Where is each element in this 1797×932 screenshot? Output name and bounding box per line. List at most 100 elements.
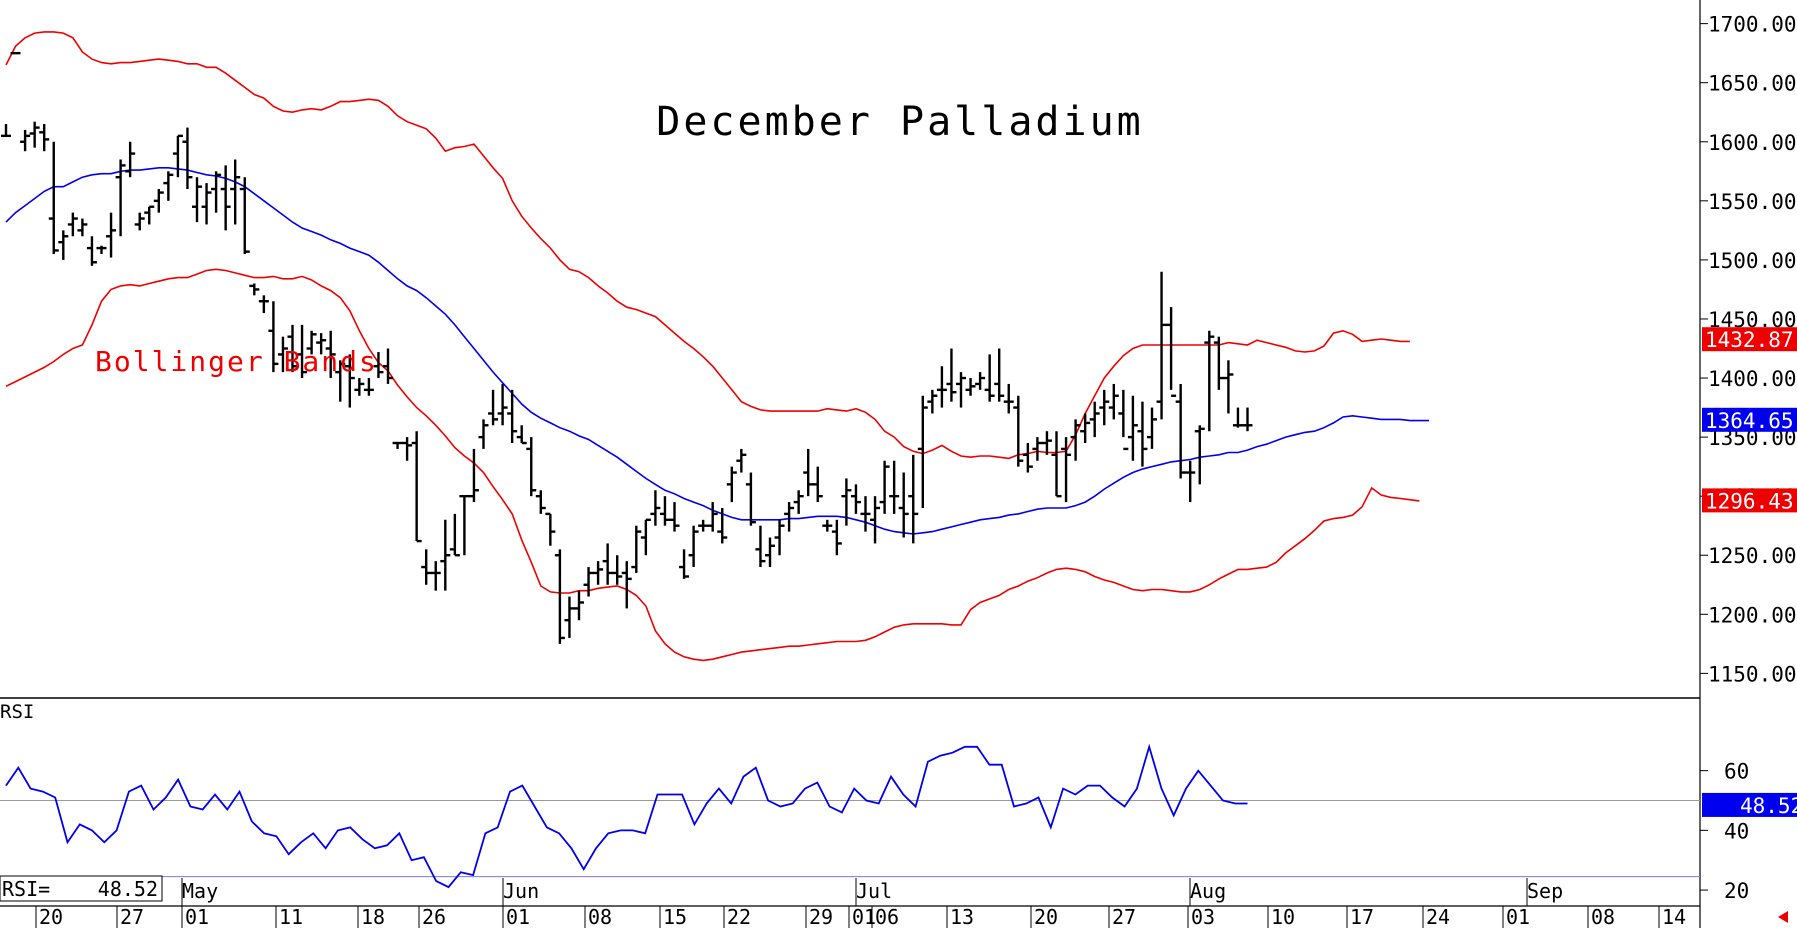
ohlc-bar <box>984 354 995 402</box>
lower-bollinger-band <box>5 268 1420 662</box>
day-label: 15 <box>663 905 687 928</box>
month-label: Jul <box>856 879 892 903</box>
rsi-tick-label: 40 <box>1724 819 1749 843</box>
ohlc-bar <box>1032 437 1043 461</box>
ohlc-bar <box>669 502 680 532</box>
ohlc-bar <box>535 490 546 514</box>
ohlc-bar <box>1118 389 1129 451</box>
ohlc-bar <box>20 129 31 152</box>
ohlc-bar <box>765 537 775 568</box>
chart-title: December Palladium <box>656 99 1143 145</box>
ohlc-bar <box>745 472 756 526</box>
price-plot-area <box>1 31 1429 662</box>
day-label: 01 <box>1506 905 1530 928</box>
ohlc-bar <box>39 124 50 152</box>
ohlc-bar <box>612 555 623 585</box>
ohlc-bar <box>1080 413 1091 444</box>
ohlc-bar <box>134 212 145 231</box>
day-label: 10 <box>1271 905 1295 928</box>
ohlc-bar <box>316 333 327 355</box>
ohlc-bar <box>1108 383 1119 420</box>
ohlc-bar <box>48 141 59 254</box>
ohlc-bar <box>297 324 308 379</box>
day-label: 14 <box>1662 905 1686 928</box>
ohlc-bar <box>870 496 881 544</box>
ohlc-bar <box>917 395 928 508</box>
upper-band-value-badge: 1432.87 <box>1702 327 1797 352</box>
day-label: 13 <box>950 905 974 928</box>
ohlc-bar <box>507 389 518 444</box>
ohlc-bar <box>698 519 709 532</box>
ohlc-bar <box>631 525 642 573</box>
day-label: 27 <box>1112 905 1136 928</box>
ohlc-bar <box>287 324 298 373</box>
ohlc-bar <box>1204 330 1215 432</box>
ohlc-bar <box>220 165 231 231</box>
rsi-tick-label: 20 <box>1724 879 1749 903</box>
lower-band-value-badge-background <box>1702 488 1797 513</box>
month-label: Jun <box>503 879 539 903</box>
day-label: 01 <box>185 905 209 928</box>
ohlc-bar <box>1 124 11 138</box>
ohlc-bar <box>1127 395 1138 461</box>
ohlc-bar <box>1013 395 1024 467</box>
ohlc-bar <box>1137 401 1148 467</box>
day-label: 01 <box>506 905 530 928</box>
ohlc-bar <box>201 183 212 225</box>
rsi-readout-label: RSI= <box>2 877 50 901</box>
ohlc-bar <box>1242 407 1253 432</box>
ohlc-bar <box>516 425 527 445</box>
ohlc-bar <box>392 441 403 449</box>
ohlc-bar <box>163 171 174 201</box>
ohlc-bar <box>574 590 584 621</box>
day-label: 29 <box>809 905 833 928</box>
ohlc-bar <box>86 236 97 266</box>
ohlc-bar <box>383 348 393 384</box>
ohlc-bar <box>440 519 451 591</box>
price-tick-label: 1650.00 <box>1708 72 1797 96</box>
ohlc-bar <box>402 437 413 461</box>
ohlc-bar <box>58 230 69 260</box>
day-label: 22 <box>727 905 751 928</box>
date-axis: May Jun Jul Aug Sep 20 27 01 11 18 26 01 08 15 22 29 01 0… <box>35 878 1686 929</box>
ohlc-bar <box>841 478 852 526</box>
price-tick-label: 1400.00 <box>1708 367 1797 391</box>
ohlc-bar <box>822 519 833 532</box>
ohlc-bar <box>526 437 537 497</box>
ohlc-bar <box>640 518 651 556</box>
day-label: 08 <box>588 905 612 928</box>
ohlc-bar <box>29 121 40 148</box>
ohlc-bar <box>774 519 785 556</box>
rsi-panel-label: RSI <box>0 701 34 723</box>
ohlc-bar <box>96 245 107 254</box>
ohlc-bar <box>363 378 374 396</box>
ohlc-bar <box>1061 437 1072 503</box>
price-tick-label: 1700.00 <box>1708 13 1797 37</box>
ohlc-bar <box>1166 307 1177 397</box>
ohlc-bar <box>965 378 976 396</box>
ohlc-bar <box>707 502 718 532</box>
ohlc-bar <box>1175 383 1186 479</box>
price-tick-label: 1500.00 <box>1708 249 1797 273</box>
ohlc-bar <box>153 189 164 213</box>
ohlc-bar <box>354 378 365 396</box>
ohlc-bar <box>554 549 565 644</box>
ohlc-bar <box>182 127 193 190</box>
month-label: Aug <box>1190 879 1226 903</box>
bollinger-bands-label: Bollinger Bands <box>95 345 378 378</box>
middle-band-value-badge: 1364.65 <box>1702 407 1797 433</box>
ohlc-bar <box>106 212 117 258</box>
rsi-axis: 60 40 20 <box>1700 760 1749 903</box>
ohlc-bar <box>258 295 269 314</box>
rsi-tick-label: 60 <box>1724 760 1749 784</box>
day-label: 26 <box>422 905 446 928</box>
ohlc-bar <box>430 561 441 591</box>
rsi-readout-box: RSI= 48.52 <box>0 875 163 902</box>
ohlc-bar <box>803 448 814 497</box>
ohlc-bar <box>927 389 938 414</box>
ohlc-bar <box>602 543 613 585</box>
ohlc-bar <box>230 159 241 225</box>
ohlc-bar <box>211 171 222 213</box>
ohlc-bar <box>1232 407 1243 428</box>
